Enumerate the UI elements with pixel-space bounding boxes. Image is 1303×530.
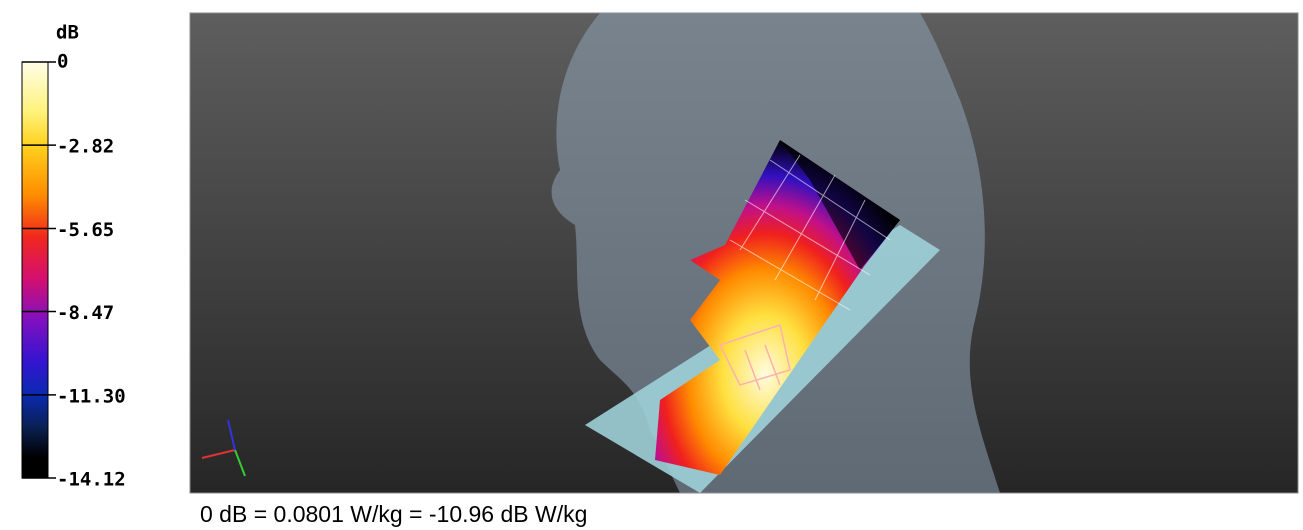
- colorbar: [21, 61, 49, 479]
- colorbar-unit: dB: [56, 22, 79, 44]
- caption: 0 dB = 0.0801 W/kg = -10.96 dB W/kg: [200, 501, 587, 527]
- scan-grid: [729, 154, 891, 311]
- colorbar-tick-label: 0: [57, 51, 68, 73]
- colorbar-tick-label: -5.65: [57, 219, 114, 241]
- colorbar-tick-label: -2.82: [57, 136, 114, 158]
- colorbar-tick-label: -11.30: [57, 385, 126, 407]
- axis-triad: [201, 419, 246, 477]
- colorbar-tick-label: -14.12: [57, 469, 126, 491]
- probe-antenna: [718, 324, 791, 391]
- sar-low-region: [780, 140, 900, 270]
- colorbar-tick-label: -8.47: [57, 302, 114, 324]
